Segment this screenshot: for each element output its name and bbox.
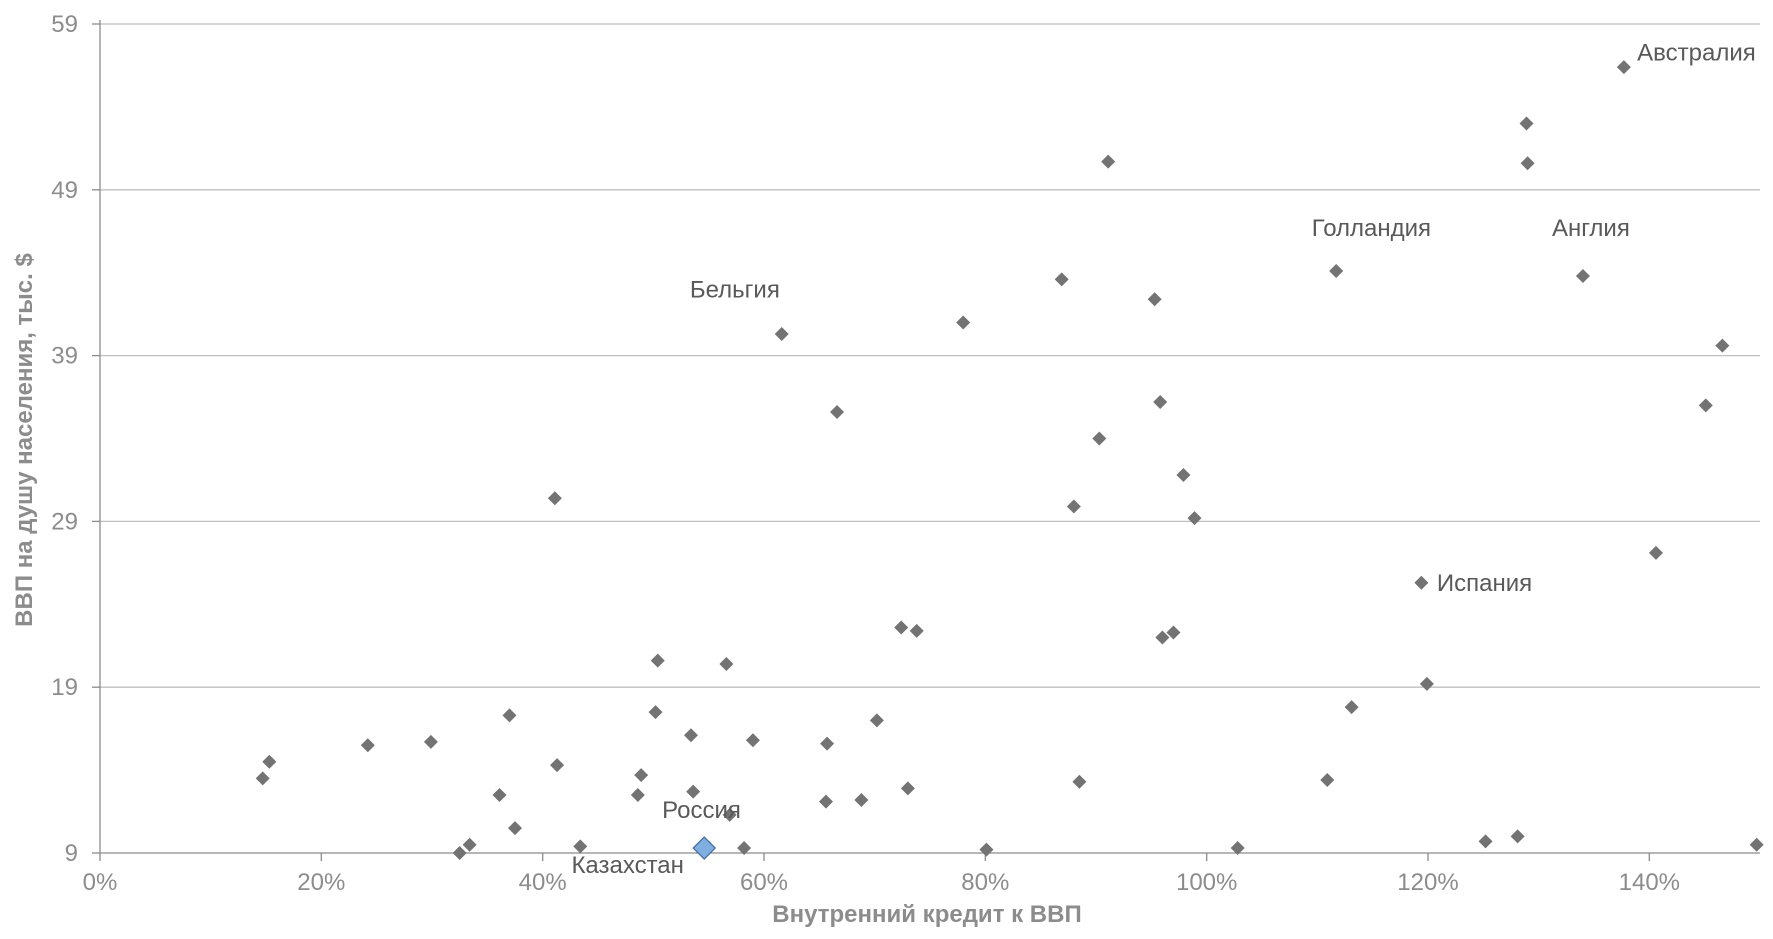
x-tick-label: 80% xyxy=(961,869,1009,896)
data-point xyxy=(956,315,971,330)
annotation-label: Казахстан xyxy=(571,852,683,879)
annotation-label: Россия xyxy=(662,797,741,824)
annotation-label: Голландия xyxy=(1312,215,1431,242)
x-tick-label: 100% xyxy=(1176,869,1237,896)
data-point xyxy=(1648,545,1663,560)
data-point xyxy=(1092,431,1107,446)
data-point xyxy=(1155,630,1170,645)
annotation-label: Бельгия xyxy=(690,277,780,304)
data-point xyxy=(1478,834,1493,849)
data-point xyxy=(1414,575,1429,590)
data-point xyxy=(1153,395,1168,410)
data-point xyxy=(1320,773,1335,788)
data-point xyxy=(573,839,588,854)
annotation-label: Испания xyxy=(1437,570,1532,597)
data-point xyxy=(508,821,522,836)
x-tick-label: 60% xyxy=(740,869,788,896)
y-tick-label: 39 xyxy=(51,343,78,370)
annotation-label: Австралия xyxy=(1637,39,1756,66)
data-point xyxy=(1072,774,1087,789)
data-point xyxy=(1616,60,1631,75)
data-point xyxy=(360,738,375,753)
data-point xyxy=(262,754,277,769)
data-point xyxy=(979,842,994,857)
data-point xyxy=(854,792,869,807)
data-point xyxy=(686,784,701,799)
data-point xyxy=(830,404,845,419)
y-tick-labels: 9 19 29 39 49 59 xyxy=(51,11,78,867)
data-point xyxy=(737,841,752,856)
data-point xyxy=(1230,841,1245,856)
data-point xyxy=(630,787,645,802)
x-tick-label: 0% xyxy=(83,869,118,896)
data-point xyxy=(1715,338,1730,353)
data-point xyxy=(1176,467,1191,482)
data-point xyxy=(1147,292,1162,307)
data-point xyxy=(1344,700,1359,715)
data-point xyxy=(423,734,438,749)
y-tick-label: 9 xyxy=(65,840,78,867)
gridlines xyxy=(100,23,1760,688)
data-points xyxy=(255,60,1764,860)
data-point xyxy=(1519,116,1534,131)
data-point xyxy=(462,837,477,852)
data-point xyxy=(894,620,909,635)
x-tick-label: 40% xyxy=(519,869,567,896)
x-tick-label: 120% xyxy=(1397,869,1458,896)
data-point xyxy=(869,713,884,728)
data-point xyxy=(745,733,760,748)
data-point xyxy=(1575,269,1590,284)
data-point xyxy=(1419,676,1434,691)
data-point xyxy=(502,708,517,723)
data-point xyxy=(1698,398,1713,413)
y-tick-label: 49 xyxy=(51,177,78,204)
data-point xyxy=(452,846,467,860)
data-point xyxy=(1510,829,1525,844)
x-tick-labels: 0% 20% 40% 60% 80% 100% 120% 140% xyxy=(83,869,1680,896)
x-axis-title: Внутренний кредит к ВВП xyxy=(772,901,1081,928)
data-point xyxy=(634,768,649,783)
data-point xyxy=(722,807,737,822)
data-point xyxy=(550,758,565,773)
data-point xyxy=(650,653,665,668)
y-tick-label: 19 xyxy=(51,674,78,701)
data-point xyxy=(1054,272,1069,287)
data-point xyxy=(774,327,789,342)
y-tick-label: 29 xyxy=(51,508,78,535)
data-point xyxy=(1520,156,1535,171)
data-point xyxy=(1187,511,1202,526)
data-point xyxy=(492,787,507,802)
data-point xyxy=(1329,264,1344,279)
data-point xyxy=(683,728,698,743)
data-point xyxy=(900,781,915,796)
data-point xyxy=(719,656,734,671)
data-point xyxy=(818,794,833,809)
data-point xyxy=(547,491,562,506)
data-point xyxy=(909,623,924,638)
annotations: Австралия Голландия Англия Бельгия Испания Ро… xyxy=(571,39,1755,878)
y-tick-label: 59 xyxy=(51,11,78,38)
data-point xyxy=(1066,499,1081,514)
x-tick-label: 140% xyxy=(1619,869,1680,896)
data-point xyxy=(1101,154,1116,169)
data-point xyxy=(1749,837,1764,852)
axes xyxy=(92,20,1760,861)
data-point-highlight xyxy=(692,836,717,860)
x-tick-label: 20% xyxy=(297,869,345,896)
data-point xyxy=(1166,625,1181,640)
y-axis-title: ВВП на душу населения, тыс. $ xyxy=(11,253,38,627)
data-point xyxy=(648,705,663,720)
data-point xyxy=(820,736,835,751)
annotation-label: Англия xyxy=(1552,215,1630,242)
data-point xyxy=(255,771,270,786)
